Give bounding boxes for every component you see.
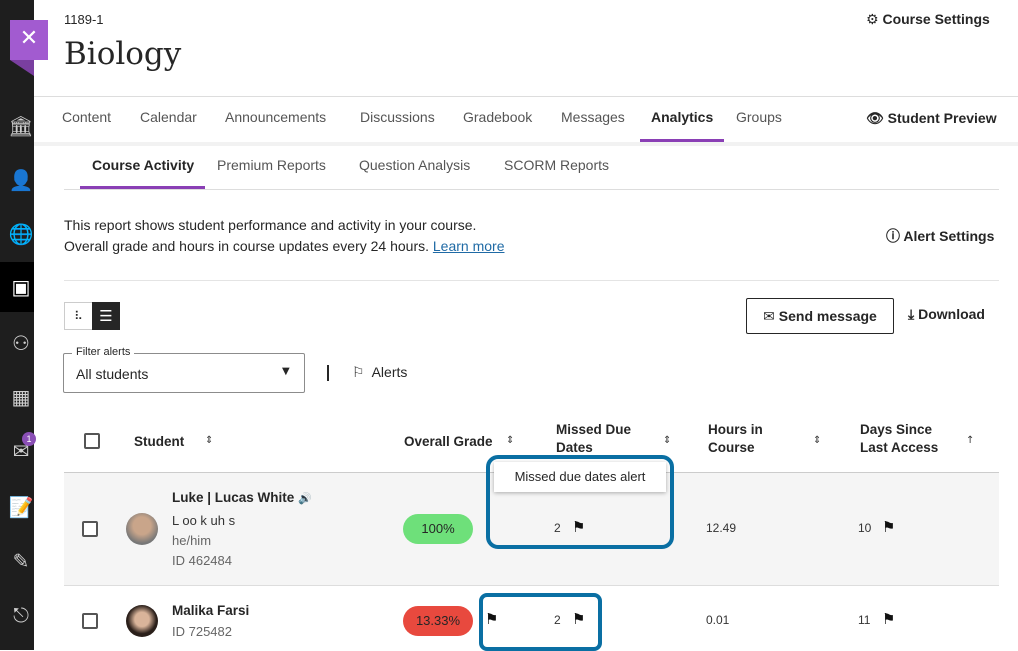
flag-icon[interactable]: ⚑ xyxy=(882,610,896,628)
alert-settings-button[interactable]: ⓘ Alert Settings xyxy=(886,228,995,245)
select-all-checkbox[interactable] xyxy=(84,433,100,449)
grade-alert-flag-icon[interactable]: ⚑ xyxy=(485,610,499,628)
divider xyxy=(64,585,999,586)
flag-icon[interactable]: ⚑ xyxy=(572,610,586,628)
days-value: 10 xyxy=(858,521,872,535)
download-icon: ⤓ xyxy=(908,307,915,323)
days-value: 11 xyxy=(858,613,871,627)
message-count-badge: 1 xyxy=(22,432,36,446)
filter-label: Filter alerts xyxy=(72,346,135,358)
sign-out-icon[interactable]: ⎋ xyxy=(13,603,29,627)
active-subtab-underline xyxy=(80,186,205,189)
list-icon: ☰ xyxy=(99,307,113,325)
learn-more-link[interactable]: Learn more xyxy=(432,238,505,254)
tab-gradebook[interactable]: Gradebook xyxy=(463,109,533,125)
sort-icon[interactable]: ⇕ xyxy=(205,435,214,446)
grade-pill[interactable]: 13.33% xyxy=(403,606,473,636)
divider xyxy=(64,280,999,281)
grades-icon[interactable]: 📝 xyxy=(8,495,34,519)
profile-icon[interactable]: 👤 xyxy=(8,168,34,192)
eye-icon: 👁 xyxy=(866,111,884,127)
close-button-tail xyxy=(10,60,34,76)
divider xyxy=(34,142,1018,146)
highlight-box xyxy=(486,455,674,549)
sidebar-active-indicator xyxy=(0,262,34,312)
tab-groups[interactable]: Groups xyxy=(736,109,782,125)
flag-icon[interactable]: ⚑ xyxy=(882,518,896,536)
tab-calendar[interactable]: Calendar xyxy=(140,109,197,125)
edit-icon[interactable]: ✎ xyxy=(12,549,30,573)
tab-analytics[interactable]: Analytics xyxy=(651,109,714,125)
avatar xyxy=(126,513,158,545)
divider xyxy=(34,96,1018,97)
hours-value: 12.49 xyxy=(706,521,737,535)
tab-messages[interactable]: Messages xyxy=(561,109,625,125)
tooltip: Missed due dates alert xyxy=(494,462,666,492)
flag-icon: ⚐ xyxy=(352,365,365,381)
tab-content[interactable]: Content xyxy=(62,109,112,125)
alert-icon: ⓘ xyxy=(886,229,900,245)
page-title: Biology xyxy=(64,36,182,72)
send-message-button[interactable]: ✉ Send message xyxy=(746,298,894,334)
header-days-since-last-access[interactable]: Days Since Last Access xyxy=(860,422,939,455)
tab-discussions[interactable]: Discussions xyxy=(360,109,435,125)
chart-view-toggle[interactable]: ⠧ xyxy=(64,302,92,330)
header-overall-grade[interactable]: Overall Grade xyxy=(404,434,493,449)
institution-icon[interactable]: 🏛 xyxy=(8,114,34,138)
tab-announcements[interactable]: Announcements xyxy=(225,109,327,125)
missed-due-dates-value: 2 xyxy=(554,613,561,627)
hours-value: 0.01 xyxy=(706,613,730,627)
chevron-down-icon: ▼ xyxy=(282,366,290,377)
student-name-link[interactable]: Luke | Lucas White 🔊 xyxy=(172,490,312,505)
list-view-toggle[interactable]: ☰ xyxy=(92,302,120,330)
sort-ascending-icon[interactable]: ↑ xyxy=(966,435,975,446)
subtab-course-activity[interactable]: Course Activity xyxy=(92,157,195,173)
highlight-box xyxy=(479,593,602,651)
divider xyxy=(64,189,999,190)
student-name-link[interactable]: Malika Farsi xyxy=(172,603,250,618)
student-preview-button[interactable]: 👁 Student Preview xyxy=(866,110,997,127)
course-settings-button[interactable]: ⚙ Course Settings xyxy=(866,11,990,28)
description-line-1: This report shows student performance an… xyxy=(64,217,477,233)
chart-icon: ⠧ xyxy=(74,309,83,323)
header-hours-in-course[interactable]: Hours in Course xyxy=(708,422,763,455)
header-student[interactable]: Student xyxy=(134,434,185,449)
row-checkbox[interactable] xyxy=(82,521,98,537)
pronouns: he/him xyxy=(172,533,212,548)
sort-icon[interactable]: ⇕ xyxy=(813,435,822,446)
sort-icon[interactable]: ⇕ xyxy=(663,435,672,446)
flag-icon[interactable]: ⚑ xyxy=(572,518,586,536)
globe-icon[interactable]: 🌐 xyxy=(8,222,34,246)
student-id: ID 462484 xyxy=(172,553,232,568)
filter-value: All students xyxy=(76,366,149,382)
gear-icon: ⚙ xyxy=(866,12,879,28)
sort-icon[interactable]: ⇕ xyxy=(506,435,515,446)
subtab-premium-reports[interactable]: Premium Reports xyxy=(217,157,326,173)
avatar xyxy=(126,605,158,637)
download-button[interactable]: ⤓ Download xyxy=(908,306,985,323)
name-pronunciation: L oo k uh s xyxy=(172,513,236,528)
separator xyxy=(327,365,329,381)
subtab-question-analysis[interactable]: Question Analysis xyxy=(359,157,471,173)
groups-icon[interactable]: ⚇ xyxy=(12,331,30,355)
subtab-scorm-reports[interactable]: SCORM Reports xyxy=(504,157,610,173)
course-id: 1189-1 xyxy=(64,12,104,27)
course-sidebar: 🏛 👤 🌐 ▣ ⚇ ▦ ✉ 1 📝 ✎ ⎋ xyxy=(0,0,36,650)
active-tab-underline xyxy=(640,139,724,142)
header-missed-due-dates[interactable]: Missed Due Dates xyxy=(556,422,632,455)
close-course-button[interactable]: ✕ xyxy=(10,20,48,60)
filter-alerts-select[interactable]: Filter alerts All students ▼ xyxy=(63,346,305,393)
envelope-icon: ✉ xyxy=(763,309,775,325)
description-line-2: Overall grade and hours in course update… xyxy=(64,238,429,254)
calendar-icon[interactable]: ▦ xyxy=(11,385,31,409)
student-id: ID 725482 xyxy=(172,624,232,639)
row-checkbox[interactable] xyxy=(82,613,98,629)
grade-pill[interactable]: 100% xyxy=(403,514,473,544)
pronunciation-audio-icon[interactable]: 🔊 xyxy=(298,492,312,505)
missed-due-dates-value: 2 xyxy=(554,521,561,535)
alerts-filter-button[interactable]: ⚐ Alerts xyxy=(352,364,408,381)
courses-icon[interactable]: ▣ xyxy=(11,275,31,299)
